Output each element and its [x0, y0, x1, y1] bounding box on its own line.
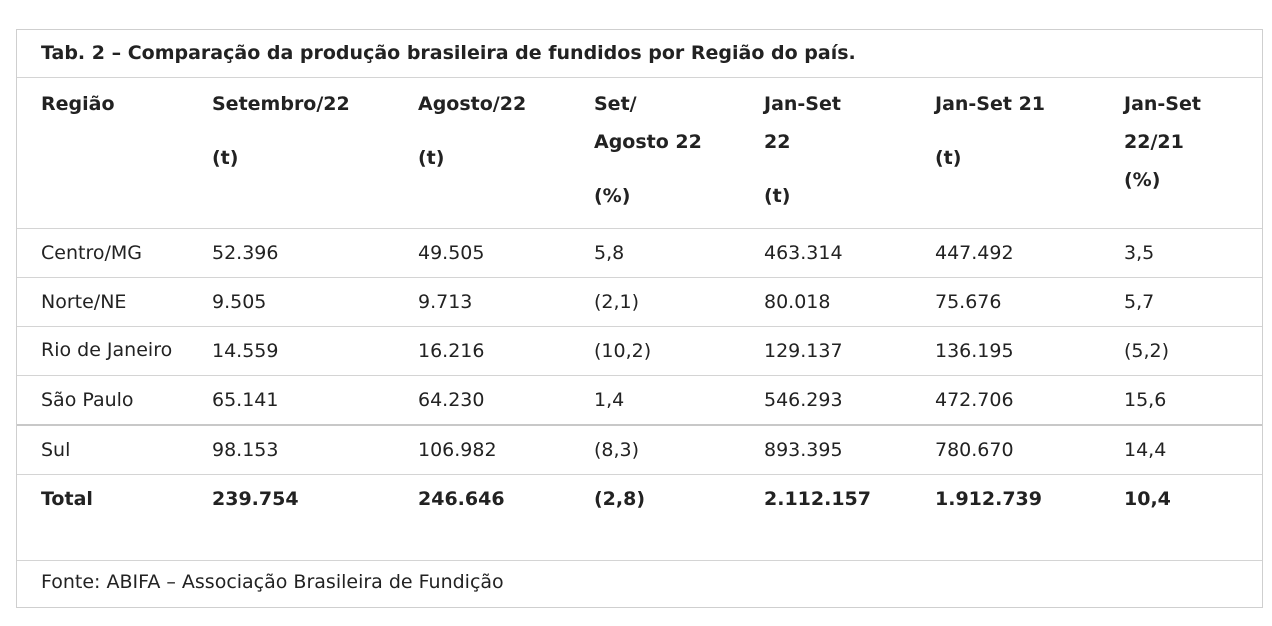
cell-value: (5,2): [1100, 325, 1262, 375]
header-line: Jan-Set 21: [935, 93, 1046, 115]
table-row: Centro/MG 52.396 49.505 5,8 463.314 447.…: [17, 227, 1262, 277]
cell-value: 9.713: [394, 276, 570, 326]
header-unit: (t): [212, 147, 239, 169]
header-line: Agosto/22: [418, 93, 527, 115]
total-row: Total 239.754 246.646 (2,8) 2.112.157 1.…: [17, 473, 1262, 523]
header-line: Jan-Set: [1124, 93, 1201, 115]
cell-value: 546.293: [740, 374, 911, 425]
cell-total-value: 10,4: [1100, 473, 1262, 523]
header-jan-set-21: Jan-Set 21 (t): [911, 78, 1100, 228]
cell-value: 65.141: [188, 374, 394, 425]
header-set-agosto-22: Set/ Agosto 22 (%): [570, 78, 740, 228]
cell-value: 15,6: [1100, 374, 1262, 425]
cell-region: Norte/NE: [17, 276, 188, 326]
table-row: Norte/NE 9.505 9.713 (2,1) 80.018 75.676…: [17, 276, 1262, 326]
header-unit: (%): [594, 185, 631, 207]
cell-total-value: 239.754: [188, 473, 394, 523]
header-line: 22: [764, 131, 791, 153]
header-regiao: Região: [17, 78, 188, 228]
table-row: Rio de Janeiro 14.559 16.216 (10,2) 129.…: [17, 325, 1262, 375]
cell-total-value: 2.112.157: [740, 473, 911, 523]
cell-value: 893.395: [740, 423, 911, 474]
cell-total-value: (2,8): [570, 473, 740, 523]
cell-value: 1,4: [570, 374, 740, 425]
header-agosto-22: Agosto/22 (t): [394, 78, 570, 228]
cell-value: 106.982: [394, 423, 570, 474]
table-caption: Tab. 2 – Comparação da produção brasilei…: [17, 30, 1262, 78]
header-line: Agosto 22: [594, 131, 702, 153]
cell-value: (2,1): [570, 276, 740, 326]
cell-value: 80.018: [740, 276, 911, 326]
cell-value: 52.396: [188, 227, 394, 277]
cell-value: 463.314: [740, 227, 911, 277]
header-line: (%): [1124, 169, 1161, 191]
cell-total-value: 1.912.739: [911, 473, 1100, 523]
header-unit: (t): [418, 147, 445, 169]
cell-value: 49.505: [394, 227, 570, 277]
table-frame: Tab. 2 – Comparação da produção brasilei…: [16, 29, 1263, 608]
cell-value: 64.230: [394, 374, 570, 425]
header-line: 22/21: [1124, 131, 1184, 153]
header-jan-set-22-21: Jan-Set 22/21 (%): [1100, 78, 1262, 228]
cell-value: 5,7: [1100, 276, 1262, 326]
cell-total-value: 246.646: [394, 473, 570, 523]
cell-region: São Paulo: [17, 374, 188, 425]
header-unit: (t): [764, 185, 791, 207]
header-line: Set/: [594, 93, 637, 115]
cell-value: 447.492: [911, 227, 1100, 277]
cell-value: 14,4: [1100, 423, 1262, 474]
header-line: Jan-Set: [764, 93, 841, 115]
header-line: Região: [41, 93, 115, 115]
cell-value: 129.137: [740, 325, 911, 375]
cell-value: 16.216: [394, 325, 570, 375]
table-row: São Paulo 65.141 64.230 1,4 546.293 472.…: [17, 374, 1262, 425]
cell-value: (10,2): [570, 325, 740, 375]
cell-total-label: Total: [17, 473, 188, 523]
cell-region: Centro/MG: [17, 227, 188, 277]
table-source: Fonte: ABIFA – Associação Brasileira de …: [17, 560, 1262, 608]
header-jan-set-22: Jan-Set 22 (t): [740, 78, 911, 228]
cell-region: Sul: [17, 423, 188, 474]
cell-value: (8,3): [570, 423, 740, 474]
cell-value: 3,5: [1100, 227, 1262, 277]
cell-value: 98.153: [188, 423, 394, 474]
header-line: Setembro/22: [212, 93, 350, 115]
header-row: Região Setembro/22 (t) Agosto/22 (t) Set…: [17, 78, 1262, 228]
cell-value: 75.676: [911, 276, 1100, 326]
cell-value: 9.505: [188, 276, 394, 326]
cell-value: 5,8: [570, 227, 740, 277]
header-setembro-22: Setembro/22 (t): [188, 78, 394, 228]
cell-value: 14.559: [188, 325, 394, 375]
cell-region: Rio de Janeiro: [17, 325, 188, 375]
table-row: Sul 98.153 106.982 (8,3) 893.395 780.670…: [17, 423, 1262, 474]
cell-value: 136.195: [911, 325, 1100, 375]
production-table: Região Setembro/22 (t) Agosto/22 (t) Set…: [17, 78, 1262, 523]
cell-value: 780.670: [911, 423, 1100, 474]
cell-value: 472.706: [911, 374, 1100, 425]
header-unit: (t): [935, 147, 962, 169]
